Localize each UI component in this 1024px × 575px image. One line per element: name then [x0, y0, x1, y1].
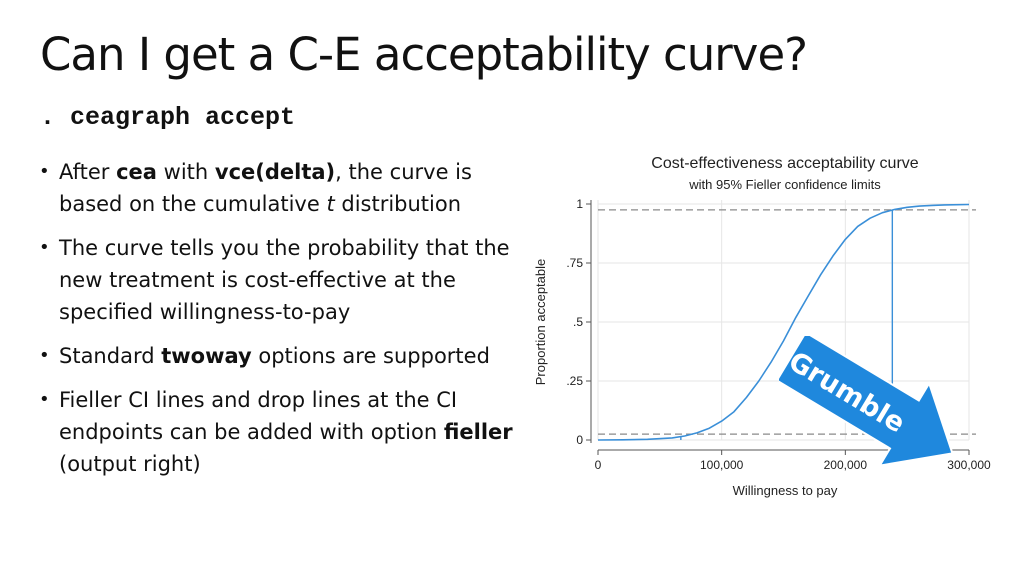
- bullet-text: vce(delta): [214, 160, 336, 184]
- y-tick-label: .5: [573, 315, 583, 329]
- bullet-text: options are supported: [251, 344, 490, 368]
- bullet-text: , the curve is based on the cumulative: [59, 160, 472, 216]
- bullet-text: distribution: [334, 192, 462, 216]
- bullet-item: After cea with vce(delta), the curve is …: [38, 156, 516, 220]
- bullet-text: fieller: [443, 420, 513, 444]
- bullet-item: The curve tells you the probability that…: [38, 232, 516, 328]
- y-tick-label: .75: [566, 256, 583, 270]
- command-line: . ceagraph accept: [40, 103, 296, 132]
- bullet-text: with: [156, 160, 215, 184]
- y-tick-label: 1: [576, 197, 583, 211]
- acceptability-chart: Cost-effectiveness acceptability curve w…: [533, 155, 991, 498]
- bullet-text: The curve tells you the probability that…: [59, 236, 510, 324]
- bullet-text: cea: [116, 160, 157, 184]
- chart-title: Cost-effectiveness acceptability curve: [651, 155, 918, 172]
- bullet-text: After: [59, 160, 117, 184]
- bullet-text: t: [326, 192, 335, 216]
- y-tick-label: 0: [576, 433, 583, 447]
- x-tick-label: 100,000: [700, 458, 744, 472]
- bullet-text: twoway: [161, 344, 252, 368]
- chart-subtitle: with 95% Fieller confidence limits: [688, 177, 881, 192]
- bullet-text: Fieller CI lines and drop lines at the C…: [59, 388, 458, 444]
- x-tick-label: 300,000: [947, 458, 991, 472]
- x-tick-label: 0: [595, 458, 602, 472]
- slide-title: Can I get a C-E acceptability curve?: [40, 28, 808, 81]
- series-layer: [597, 203, 970, 441]
- x-tick-label: 200,000: [824, 458, 868, 472]
- bullet-item: Standard twoway options are supported: [38, 340, 516, 372]
- bullet-text: Standard: [59, 344, 162, 368]
- y-axis-label: Proportion acceptable: [533, 259, 548, 385]
- grumble-callout: Grumble: [779, 336, 954, 467]
- bullet-text: (output right): [59, 452, 201, 476]
- bullet-list: After cea with vce(delta), the curve is …: [38, 156, 516, 492]
- x-axis-label: Willingness to pay: [733, 483, 838, 498]
- y-tick-label: .25: [566, 374, 583, 388]
- bullet-item: Fieller CI lines and drop lines at the C…: [38, 384, 516, 480]
- acceptability-curve: [597, 203, 970, 441]
- arrow-shape: [779, 336, 954, 467]
